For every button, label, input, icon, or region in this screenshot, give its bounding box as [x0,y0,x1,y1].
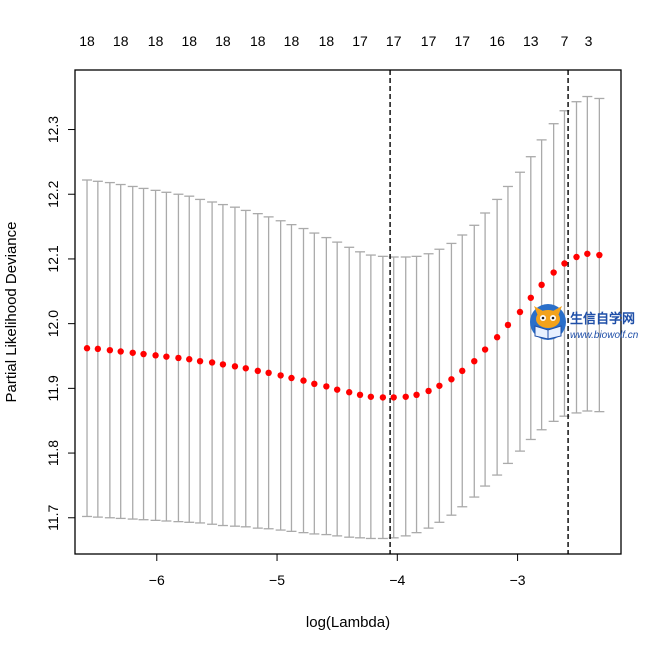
watermark-url: www.biowolf.cn [570,330,639,341]
deviance-point [448,376,455,383]
deviance-point [231,363,239,370]
x-tick-label: −3 [510,572,526,588]
deviance-point [459,367,466,375]
top-axis-label: 18 [79,33,95,49]
deviance-point [129,349,136,356]
deviance-point [516,308,524,316]
deviance-point [596,251,603,259]
deviance-point [265,369,272,377]
deviance-point [538,281,545,289]
y-tick-label: 11.8 [45,440,61,466]
top-axis-label: 16 [489,33,505,49]
deviance-point [527,294,535,301]
deviance-point [94,345,102,353]
deviance-point [175,354,182,362]
deviance-point [356,391,364,399]
watermark: 生信自学网 www.biowolf.cn [530,304,639,341]
top-axis-label: 17 [454,33,470,49]
deviance-point [242,365,249,372]
deviance-point [196,357,204,365]
top-axis-label: 17 [386,33,402,49]
deviance-points [83,250,603,401]
x-axis: −6 −5 −4 −3 [149,553,526,588]
deviance-point [379,394,387,401]
deviance-point [163,353,170,360]
deviance-point [219,361,227,368]
x-axis-title: log(Lambda) [306,614,390,631]
deviance-point [481,346,489,353]
deviance-point [117,348,124,355]
deviance-point [367,393,375,400]
y-axis: 11.7 11.8 11.9 12.0 12.1 12.2 12.3 [45,116,76,531]
deviance-point [573,253,580,261]
x-tick-label: −5 [269,572,285,588]
top-axis-label: 18 [215,33,231,49]
top-axis-label: 18 [113,33,129,49]
watermark-title: 生信自学网 [570,311,635,326]
deviance-point [254,367,262,375]
deviance-point [471,357,478,365]
top-axis-label: 17 [421,33,437,49]
deviance-point [333,386,341,393]
deviance-point [311,380,318,388]
deviance-point [300,377,307,384]
top-axis-labels: 18 18 18 18 18 18 18 18 17 17 17 17 16 13 7 3 [79,33,592,49]
y-tick-label: 11.9 [45,375,61,401]
y-tick-label: 12.3 [45,116,61,143]
deviance-point [425,387,432,395]
deviance-point [561,260,568,267]
deviance-point [288,374,295,382]
top-axis-label: 17 [352,33,368,49]
top-axis-label: 18 [181,33,197,49]
deviance-point [152,352,159,359]
top-axis-label: 18 [148,33,164,49]
y-tick-label: 12.1 [45,245,61,272]
deviance-point [140,350,147,358]
x-tick-label: −6 [149,572,165,588]
deviance-point [436,382,443,389]
deviance-point [323,383,330,390]
deviance-point [83,345,91,352]
deviance-point [584,250,591,257]
owl-reading-book-icon [530,304,566,340]
deviance-point [208,359,216,366]
deviance-point [413,391,420,399]
y-tick-label: 11.7 [45,504,61,530]
top-axis-label: 18 [250,33,266,49]
deviance-point [493,334,501,341]
y-axis-title: Partial Likelihood Deviance [3,222,20,403]
deviance-point [346,389,353,396]
deviance-point [402,393,409,400]
x-tick-label: −4 [389,572,405,588]
reference-lines [389,70,569,554]
top-axis-label: 18 [284,33,300,49]
top-axis-label: 18 [319,33,335,49]
top-axis-label: 3 [585,33,593,49]
top-axis-label: 13 [523,33,539,49]
deviance-point [106,346,114,354]
y-tick-label: 12.0 [45,310,61,337]
deviance-point [504,321,512,329]
deviance-point [550,269,557,276]
top-axis-label: 7 [561,33,569,49]
deviance-point [186,356,193,363]
deviance-point [277,372,284,379]
y-tick-label: 12.2 [45,180,61,207]
error-bars [82,95,605,540]
deviance-point [390,394,397,401]
